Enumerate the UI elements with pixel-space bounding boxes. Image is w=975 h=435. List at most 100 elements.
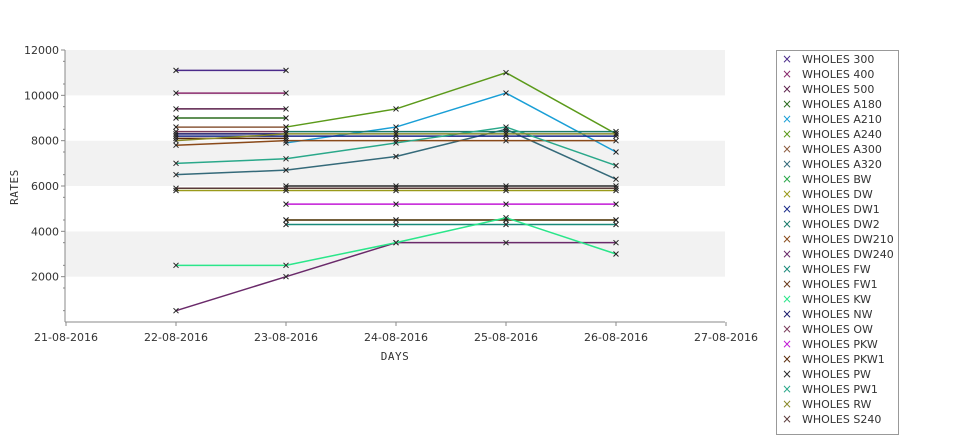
series-group bbox=[173, 185, 619, 192]
x-tick-label: 23-08-2016 bbox=[254, 331, 318, 344]
legend-item: × WHOLES FW1 bbox=[777, 277, 898, 292]
data-point-marker bbox=[613, 251, 619, 257]
legend-marker-icon: × bbox=[781, 97, 793, 111]
legend-marker-icon: × bbox=[781, 277, 793, 291]
legend-marker-icon: × bbox=[781, 52, 793, 66]
series-group bbox=[283, 90, 619, 155]
legend-label: WHOLES 300 bbox=[802, 53, 875, 66]
legend-item: × WHOLES PW bbox=[777, 367, 898, 382]
data-point-marker bbox=[393, 239, 399, 246]
series-group bbox=[173, 124, 619, 169]
data-point-marker bbox=[503, 239, 509, 246]
data-point-marker bbox=[613, 131, 619, 137]
legend-label: WHOLES S240 bbox=[802, 413, 882, 426]
legend-label: WHOLES KW bbox=[802, 293, 872, 306]
data-point-marker bbox=[173, 160, 179, 167]
legend-marker-icon: × bbox=[781, 157, 793, 171]
x-tick-label: 21-08-2016 bbox=[34, 331, 98, 344]
legend-label: WHOLES FW1 bbox=[802, 278, 878, 291]
legend-marker-icon: × bbox=[781, 322, 793, 336]
data-point-marker bbox=[393, 217, 399, 223]
legend-marker-icon: × bbox=[781, 292, 793, 306]
data-point-marker bbox=[173, 124, 179, 130]
grid-band bbox=[65, 231, 725, 277]
legend-item: × WHOLES DW210 bbox=[777, 232, 898, 247]
legend-item: × WHOLES A180 bbox=[777, 97, 898, 112]
legend-label: WHOLES DW240 bbox=[802, 248, 894, 261]
data-point-marker bbox=[173, 115, 179, 121]
legend-label: WHOLES PKW bbox=[802, 338, 878, 351]
data-point-marker bbox=[613, 162, 619, 169]
data-point-marker bbox=[283, 67, 289, 74]
legend-marker-icon: × bbox=[781, 127, 793, 141]
data-point-marker bbox=[613, 239, 619, 246]
data-point-marker bbox=[283, 90, 289, 96]
data-point-marker bbox=[393, 131, 399, 137]
data-point-marker bbox=[613, 176, 619, 183]
legend-item: × WHOLES OW bbox=[777, 322, 898, 337]
x-tick-label: 24-08-2016 bbox=[364, 331, 428, 344]
legend-label: WHOLES A180 bbox=[802, 98, 882, 111]
data-point-marker bbox=[173, 106, 179, 112]
y-tick-label: 2000 bbox=[31, 271, 59, 284]
grid-band bbox=[65, 140, 725, 186]
legend-item: × WHOLES PKW1 bbox=[777, 352, 898, 367]
data-point-marker bbox=[613, 201, 619, 207]
legend-item: × WHOLES A210 bbox=[777, 112, 898, 127]
legend-item: × WHOLES PKW bbox=[777, 337, 898, 352]
data-point-marker bbox=[393, 221, 399, 228]
legend-item: × WHOLES FW bbox=[777, 262, 898, 277]
legend-marker-icon: × bbox=[781, 262, 793, 276]
data-point-marker bbox=[503, 131, 509, 137]
x-tick-label: 25-08-2016 bbox=[474, 331, 538, 344]
data-point-marker bbox=[283, 217, 289, 223]
legend-item: × WHOLES 500 bbox=[777, 82, 898, 97]
data-point-marker bbox=[503, 221, 509, 228]
legend-label: WHOLES A240 bbox=[802, 128, 882, 141]
legend-label: WHOLES PW1 bbox=[802, 383, 878, 396]
legend-label: WHOLES DW1 bbox=[802, 203, 880, 216]
legend-item: × WHOLES BW bbox=[777, 172, 898, 187]
data-point-marker bbox=[173, 307, 179, 314]
x-axis-title: DAYS bbox=[381, 350, 410, 363]
legend-label: WHOLES FW bbox=[802, 263, 871, 276]
y-tick-label: 12000 bbox=[24, 44, 59, 57]
data-point-marker bbox=[283, 262, 289, 269]
legend-label: WHOLES PW bbox=[802, 368, 871, 381]
legend-label: WHOLES OW bbox=[802, 323, 873, 336]
x-tick-label: 27-08-2016 bbox=[694, 331, 758, 344]
legend-item: × WHOLES A300 bbox=[777, 142, 898, 157]
data-point-marker bbox=[283, 115, 289, 121]
series-group bbox=[283, 221, 619, 228]
legend-label: WHOLES 500 bbox=[802, 83, 875, 96]
y-tick-label: 6000 bbox=[31, 180, 59, 193]
data-point-marker bbox=[613, 149, 619, 155]
legend-marker-icon: × bbox=[781, 412, 793, 426]
data-point-marker bbox=[503, 90, 509, 96]
data-point-marker bbox=[283, 221, 289, 228]
data-point-marker bbox=[613, 137, 619, 144]
y-axis-title: RATES bbox=[8, 169, 21, 205]
data-point-marker bbox=[393, 140, 399, 146]
data-point-marker bbox=[283, 155, 289, 162]
legend-label: WHOLES DW bbox=[802, 188, 873, 201]
legend-item: × WHOLES RW bbox=[777, 397, 898, 412]
series-group bbox=[173, 115, 289, 121]
legend-label: WHOLES DW210 bbox=[802, 233, 894, 246]
legend-item: × WHOLES DW bbox=[777, 187, 898, 202]
series-group bbox=[283, 201, 619, 207]
data-point-marker bbox=[173, 67, 179, 74]
legend-label: WHOLES DW2 bbox=[802, 218, 880, 231]
data-point-marker bbox=[283, 167, 289, 173]
series-group bbox=[173, 90, 289, 96]
series-line bbox=[285, 92, 617, 153]
legend: × WHOLES 300 × WHOLES 400 × WHOLES 500 × WHOLES… bbox=[776, 50, 899, 435]
legend-marker-icon: × bbox=[781, 247, 793, 261]
data-point-marker bbox=[173, 262, 179, 269]
legend-marker-icon: × bbox=[781, 232, 793, 246]
data-point-marker bbox=[393, 153, 399, 160]
axes bbox=[61, 49, 727, 326]
legend-item: × WHOLES DW1 bbox=[777, 202, 898, 217]
legend-item: × WHOLES NW bbox=[777, 307, 898, 322]
